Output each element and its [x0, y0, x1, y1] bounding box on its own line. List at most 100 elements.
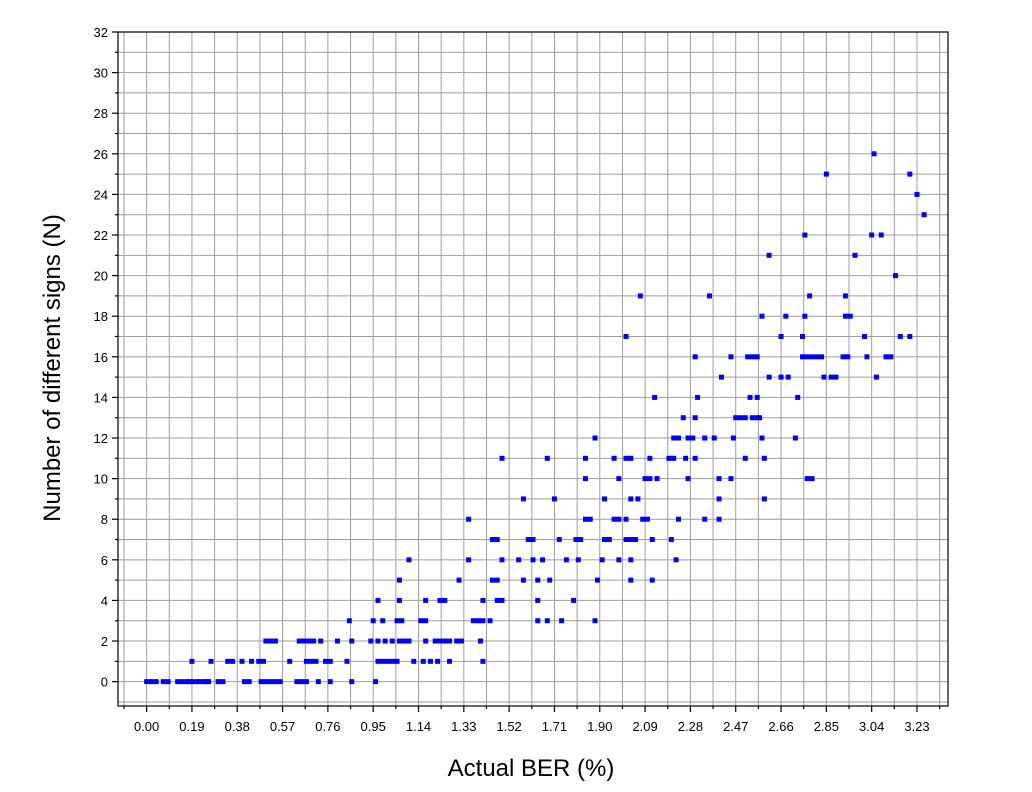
data-point: [478, 638, 484, 644]
data-point: [749, 415, 755, 421]
data-point: [683, 455, 689, 461]
data-point: [327, 658, 333, 664]
data-point: [301, 638, 307, 644]
data-point: [411, 658, 417, 664]
data-point: [229, 658, 235, 664]
data-point: [878, 232, 884, 238]
data-point: [606, 537, 612, 543]
data-point: [582, 455, 588, 461]
data-point: [733, 415, 739, 421]
y-tick-label: 16: [94, 350, 108, 365]
data-point: [306, 638, 312, 644]
data-point: [702, 516, 708, 522]
data-point: [535, 597, 541, 603]
x-tick-label: 0.00: [134, 719, 159, 734]
data-point: [437, 638, 443, 644]
data-point: [757, 415, 763, 421]
data-point: [313, 658, 319, 664]
data-point: [749, 354, 755, 360]
grid-layer: [118, 31, 948, 706]
data-point: [153, 679, 159, 685]
data-point: [206, 679, 212, 685]
data-point: [730, 435, 736, 441]
data-point: [628, 557, 634, 563]
data-point: [623, 537, 629, 543]
data-point: [382, 638, 388, 644]
data-point: [623, 455, 629, 461]
data-point: [692, 415, 698, 421]
data-point: [470, 618, 476, 624]
data-point: [318, 638, 324, 644]
data-point: [308, 658, 314, 664]
data-point: [654, 476, 660, 482]
data-point: [807, 293, 813, 299]
data-point: [272, 638, 278, 644]
data-point: [728, 354, 734, 360]
x-tick-label: 2.47: [723, 719, 748, 734]
data-point: [225, 658, 231, 664]
data-point: [802, 313, 808, 319]
data-point: [647, 476, 653, 482]
data-point: [258, 679, 264, 685]
data-point: [420, 658, 426, 664]
data-point: [671, 455, 677, 461]
data-point: [396, 638, 402, 644]
data-point: [668, 537, 674, 543]
data-point: [616, 557, 622, 563]
data-point: [847, 313, 853, 319]
y-tick-label: 14: [94, 390, 108, 405]
y-tick-label: 12: [94, 431, 108, 446]
data-point: [423, 597, 429, 603]
data-point: [547, 577, 553, 583]
data-point: [525, 537, 531, 543]
data-point: [578, 537, 584, 543]
data-point: [845, 354, 851, 360]
data-point: [375, 597, 381, 603]
data-point: [628, 537, 634, 543]
data-point: [427, 658, 433, 664]
data-point: [373, 679, 379, 685]
data-point: [530, 557, 536, 563]
data-point: [680, 415, 686, 421]
data-point: [692, 455, 698, 461]
data-point: [599, 557, 605, 563]
data-point: [323, 658, 328, 664]
data-point: [437, 597, 443, 603]
data-point: [804, 354, 810, 360]
data-point: [160, 679, 166, 685]
data-point: [480, 658, 486, 664]
data-point: [475, 618, 481, 624]
plot-frame: [117, 31, 949, 707]
data-point: [241, 679, 247, 685]
y-tick-label: 22: [94, 228, 108, 243]
data-point: [396, 577, 402, 583]
data-point: [260, 658, 266, 664]
data-point: [423, 638, 429, 644]
data-point: [315, 679, 321, 685]
data-point: [334, 638, 340, 644]
data-point: [759, 435, 765, 441]
data-point: [640, 516, 646, 522]
data-point: [893, 273, 899, 279]
data-point: [888, 354, 894, 360]
data-point: [263, 638, 269, 644]
data-point: [742, 455, 748, 461]
x-tick-label: 1.71: [542, 719, 567, 734]
data-point: [671, 435, 677, 441]
data-point: [189, 679, 195, 685]
data-point: [761, 455, 767, 461]
data-point: [804, 476, 810, 482]
data-point: [287, 658, 293, 664]
data-point: [215, 679, 221, 685]
data-point: [551, 496, 557, 502]
data-point: [246, 679, 252, 685]
data-point: [294, 679, 300, 685]
data-point: [435, 658, 441, 664]
data-point: [389, 638, 395, 644]
data-point: [516, 557, 522, 563]
y-tick-label: 8: [101, 512, 108, 527]
data-point: [544, 455, 550, 461]
data-point: [778, 374, 784, 380]
data-point: [165, 679, 171, 685]
data-point: [742, 415, 748, 421]
